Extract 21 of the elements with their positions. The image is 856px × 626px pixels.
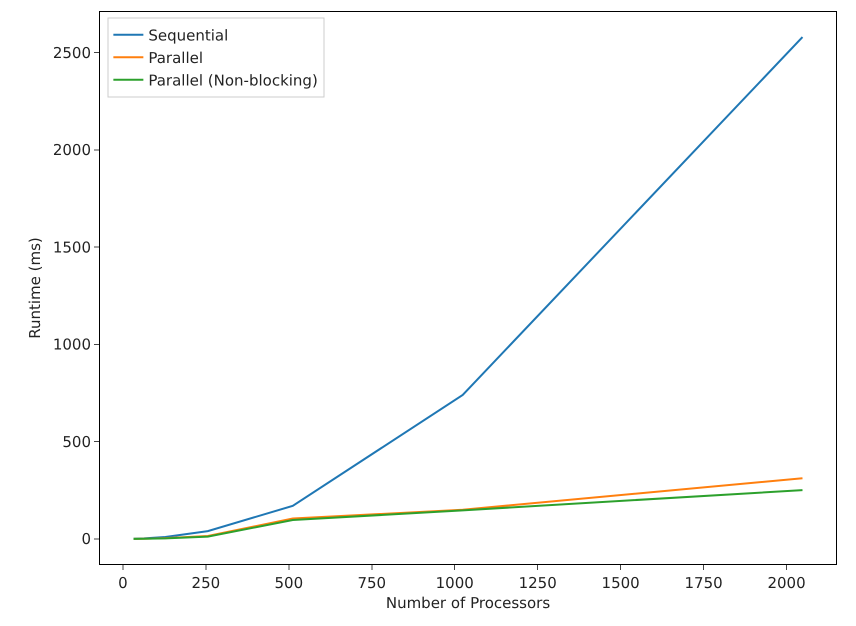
y-tick-label: 0 xyxy=(81,530,91,548)
legend-label: Parallel (Non-blocking) xyxy=(148,72,318,90)
x-tick-label: 0 xyxy=(118,574,128,592)
y-tick-label: 1000 xyxy=(52,336,91,354)
legend-label: Parallel xyxy=(148,49,204,68)
x-tick-label: 500 xyxy=(274,574,304,592)
x-tick-label: 250 xyxy=(192,574,220,592)
y-tick-label: 2000 xyxy=(52,141,91,160)
y-tick-label: 1500 xyxy=(52,238,91,256)
x-tick-label: 1500 xyxy=(602,574,640,592)
x-tick-label: 750 xyxy=(357,574,386,592)
line-series xyxy=(132,489,804,540)
x-axis-title: Number of Processors xyxy=(386,594,550,612)
y-tick-label: 2500 xyxy=(52,44,91,62)
legend-label: Sequential xyxy=(148,26,228,45)
y-axis-title: Runtime (ms) xyxy=(26,237,44,339)
y-tick-label: 500 xyxy=(62,432,91,451)
x-tick-label: 1250 xyxy=(518,574,557,592)
x-tick-label: 1750 xyxy=(684,574,723,592)
x-tick-label: 1000 xyxy=(436,574,474,592)
x-tick-label: 2000 xyxy=(767,574,806,592)
